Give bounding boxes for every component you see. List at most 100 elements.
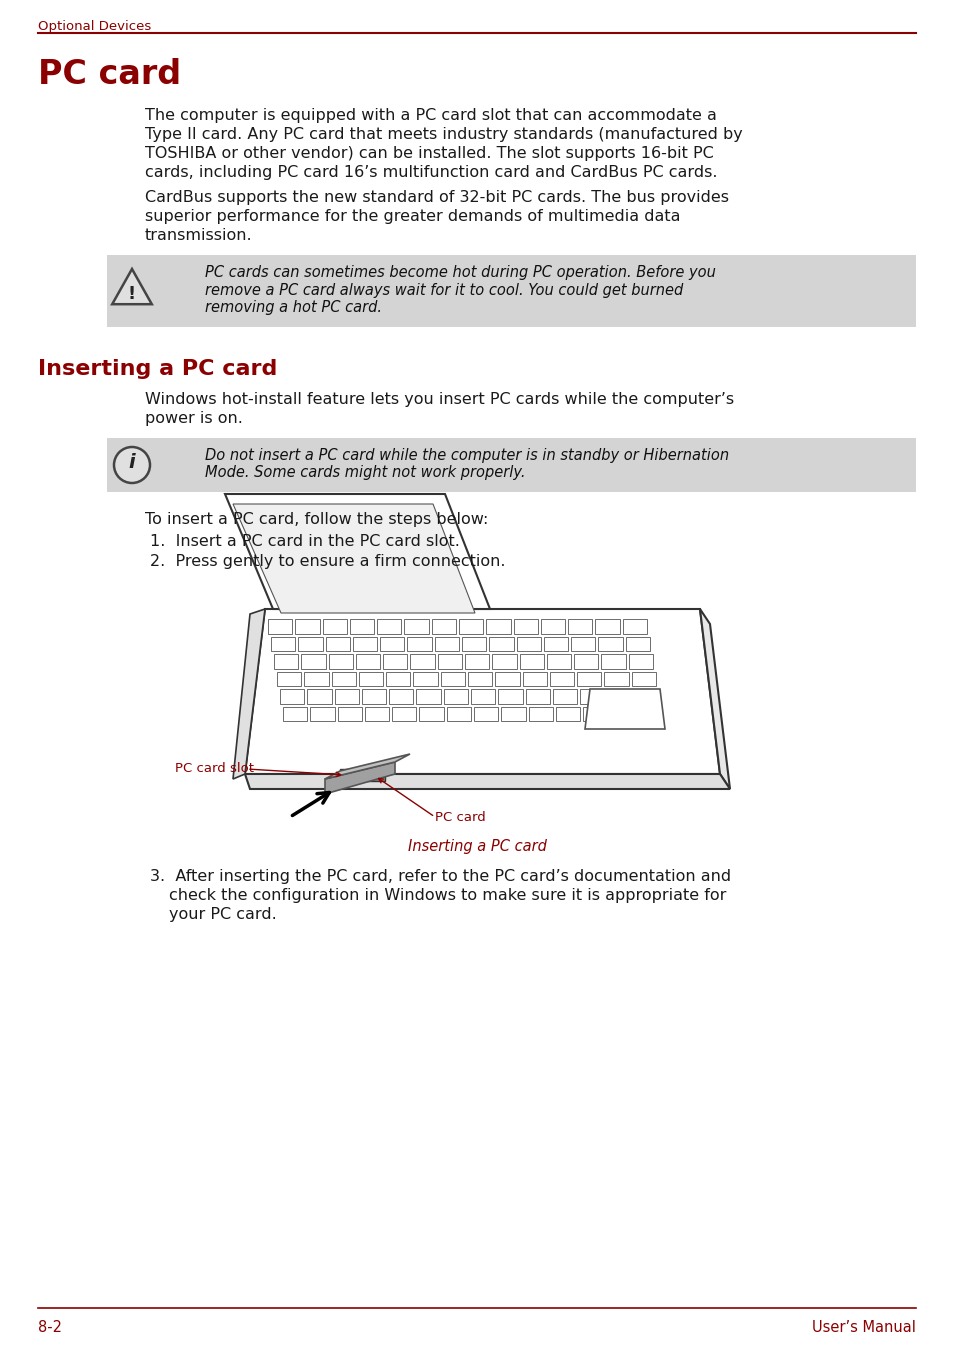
Bar (495, 672, 519, 685)
Text: superior performance for the greater demands of multimedia data: superior performance for the greater dem… (145, 210, 679, 224)
Bar (471, 690, 495, 703)
Polygon shape (245, 608, 720, 773)
Text: 2.  Press gently to ensure a firm connection.: 2. Press gently to ensure a firm connect… (150, 554, 505, 569)
Bar (492, 654, 516, 668)
Bar (516, 637, 540, 652)
Bar (416, 690, 440, 703)
Bar (577, 672, 600, 685)
Bar (600, 654, 625, 668)
Text: Windows hot-install feature lets you insert PC cards while the computer’s: Windows hot-install feature lets you ins… (145, 392, 734, 407)
Bar (468, 672, 492, 685)
Bar (386, 672, 410, 685)
Bar (276, 672, 301, 685)
Bar (337, 707, 361, 721)
Bar (339, 769, 385, 781)
Bar (574, 654, 598, 668)
Bar (310, 707, 335, 721)
Bar (625, 637, 649, 652)
Bar (407, 637, 432, 652)
Bar (350, 619, 374, 634)
Bar (355, 654, 379, 668)
Bar (332, 672, 355, 685)
Text: 8-2: 8-2 (38, 1320, 62, 1334)
Polygon shape (325, 763, 395, 794)
Text: 3.  After inserting the PC card, refer to the PC card’s documentation and: 3. After inserting the PC card, refer to… (150, 869, 730, 884)
Bar (392, 707, 416, 721)
Text: User’s Manual: User’s Manual (811, 1320, 915, 1334)
Polygon shape (225, 493, 490, 608)
Bar (631, 672, 656, 685)
Text: Mode. Some cards might not work properly.: Mode. Some cards might not work properly… (205, 465, 525, 480)
Bar (519, 654, 543, 668)
Bar (610, 707, 634, 721)
Text: Inserting a PC card: Inserting a PC card (407, 840, 546, 854)
Text: transmission.: transmission. (145, 228, 253, 243)
Bar (500, 707, 525, 721)
Polygon shape (245, 773, 729, 790)
Bar (271, 637, 295, 652)
Bar (325, 637, 350, 652)
Text: remove a PC card always wait for it to cool. You could get burned: remove a PC card always wait for it to c… (205, 283, 682, 297)
Bar (525, 690, 549, 703)
Bar (413, 672, 437, 685)
Bar (458, 619, 483, 634)
Bar (432, 619, 456, 634)
Bar (582, 707, 607, 721)
Bar (437, 654, 461, 668)
Bar (440, 672, 464, 685)
Text: PC card: PC card (38, 58, 181, 91)
Bar (301, 654, 325, 668)
Text: PC card: PC card (435, 811, 485, 823)
Bar (307, 690, 332, 703)
Text: your PC card.: your PC card. (169, 907, 276, 922)
Bar (543, 637, 568, 652)
Bar (607, 690, 631, 703)
Text: !: ! (128, 285, 136, 303)
Bar (389, 690, 413, 703)
Polygon shape (584, 690, 664, 729)
Bar (283, 707, 307, 721)
Bar (540, 619, 564, 634)
Bar (634, 690, 659, 703)
Bar (443, 690, 468, 703)
Text: Inserting a PC card: Inserting a PC card (38, 360, 277, 379)
Bar (274, 654, 298, 668)
Bar (579, 690, 604, 703)
Bar (556, 707, 579, 721)
Bar (335, 690, 358, 703)
Bar (486, 619, 510, 634)
Bar (107, 438, 915, 492)
Bar (568, 619, 592, 634)
Bar (446, 707, 471, 721)
Text: cards, including PC card 16’s multifunction card and CardBus PC cards.: cards, including PC card 16’s multifunct… (145, 165, 717, 180)
Bar (595, 619, 619, 634)
Bar (364, 707, 389, 721)
Bar (489, 637, 513, 652)
Bar (546, 654, 571, 668)
Bar (464, 654, 489, 668)
Bar (304, 672, 328, 685)
Bar (522, 672, 546, 685)
Text: power is on.: power is on. (145, 411, 243, 426)
Text: CardBus supports the new standard of 32-bit PC cards. The bus provides: CardBus supports the new standard of 32-… (145, 191, 728, 206)
Text: check the configuration in Windows to make sure it is appropriate for: check the configuration in Windows to ma… (169, 888, 725, 903)
Bar (628, 654, 652, 668)
Bar (322, 619, 347, 634)
Text: TOSHIBA or other vendor) can be installed. The slot supports 16-bit PC: TOSHIBA or other vendor) can be installe… (145, 146, 713, 161)
Text: Optional Devices: Optional Devices (38, 20, 152, 32)
Text: 1.  Insert a PC card in the PC card slot.: 1. Insert a PC card in the PC card slot. (150, 534, 459, 549)
Bar (497, 690, 522, 703)
Text: To insert a PC card, follow the steps below:: To insert a PC card, follow the steps be… (145, 512, 488, 527)
Bar (513, 619, 537, 634)
Bar (419, 707, 443, 721)
Bar (461, 637, 486, 652)
Text: The computer is equipped with a PC card slot that can accommodate a: The computer is equipped with a PC card … (145, 108, 716, 123)
Polygon shape (233, 608, 265, 779)
Bar (379, 637, 404, 652)
Circle shape (113, 448, 150, 483)
Bar (553, 690, 577, 703)
Bar (268, 619, 292, 634)
Bar (404, 619, 428, 634)
Bar (604, 672, 628, 685)
Polygon shape (325, 754, 410, 779)
